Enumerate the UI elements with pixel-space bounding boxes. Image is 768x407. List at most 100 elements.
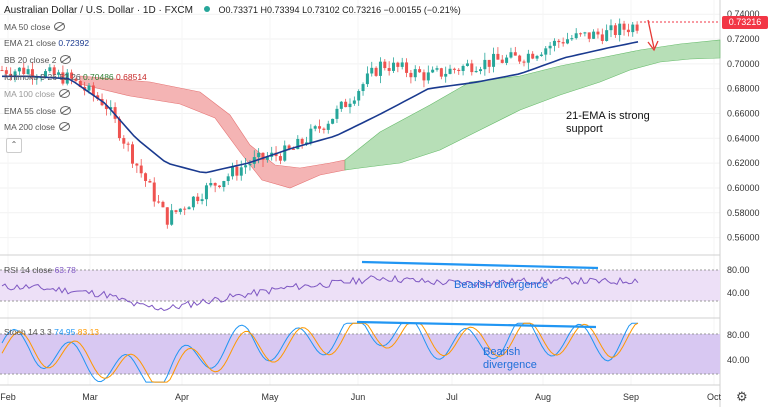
collapse-legend-button[interactable]: ⌃ — [6, 138, 22, 153]
candle-body — [361, 84, 365, 92]
candle-body — [583, 32, 587, 34]
candle-body — [622, 23, 626, 30]
candle-body — [344, 101, 348, 108]
hidden-eye-icon[interactable] — [54, 22, 66, 31]
candle-body — [305, 142, 308, 144]
legend-ema55[interactable]: EMA 55 close — [4, 106, 71, 116]
candle-body — [505, 57, 509, 63]
stoch-axis-label: 40.00 — [727, 355, 750, 365]
candle-body — [374, 67, 378, 76]
rsi-divergence-trendline — [361, 260, 599, 270]
candle-body — [365, 73, 369, 85]
legend-stoch[interactable]: Stoch 14 3 3 74.95 83.13 — [4, 327, 99, 337]
candle-body — [257, 152, 261, 158]
candle-body — [609, 25, 613, 31]
hidden-eye-icon[interactable] — [59, 89, 71, 98]
time-axis-label: Feb — [0, 392, 16, 402]
candle-body — [148, 180, 152, 183]
candle-body — [566, 39, 569, 44]
legend-bb[interactable]: BB 20 close 2 — [4, 55, 72, 65]
candle-body — [87, 85, 91, 91]
candle-body — [57, 72, 61, 75]
candle-body — [383, 61, 387, 69]
legend-rsi[interactable]: RSI 14 close 63.78 — [4, 265, 76, 275]
legend-ma100[interactable]: MA 100 close — [4, 89, 71, 99]
symbol-title[interactable]: Australian Dollar / U.S. Dollar · 1D · F… — [4, 5, 461, 16]
candle-body — [613, 25, 617, 36]
candle-body — [596, 31, 600, 35]
candle-body — [400, 62, 404, 67]
candle-body — [157, 201, 161, 203]
candle-body — [248, 163, 252, 166]
hidden-eye-icon[interactable] — [60, 55, 72, 64]
candle-body — [300, 138, 304, 144]
status-dot-icon — [203, 6, 210, 12]
candle-body — [204, 185, 208, 200]
candle-body — [474, 71, 478, 73]
candle-body — [535, 55, 539, 59]
candle-body — [309, 128, 313, 143]
rsi-divergence-note: Bearish divergence — [454, 279, 549, 291]
candle-body — [4, 70, 8, 74]
candle-body — [96, 95, 100, 100]
candle-body — [426, 72, 430, 81]
candle-body — [91, 85, 95, 96]
settings-gear-icon[interactable]: ⚙ — [736, 389, 748, 404]
candle-body — [422, 72, 426, 81]
candle-body — [574, 33, 578, 39]
legend-ema21[interactable]: EMA 21 close 0.72392 — [4, 38, 89, 48]
candle-body — [122, 138, 126, 144]
rsi-axis-label: 80.00 — [727, 265, 750, 275]
legend-rsi-value: 63.78 — [54, 265, 76, 275]
candle-body — [513, 52, 517, 56]
hidden-eye-icon[interactable] — [59, 122, 71, 131]
price-axis-label: 0.64000 — [727, 133, 760, 143]
ema21-line — [2, 41, 639, 174]
legend-ma200-label: MA 200 close — [4, 122, 56, 132]
price-axis-label: 0.74000 — [727, 9, 760, 19]
candle-body — [35, 77, 39, 79]
price-axis-label: 0.70000 — [727, 59, 760, 69]
legend-ichimoku[interactable]: Ichimoku 9 26 52 26 0.70486 0.68514 — [4, 72, 147, 82]
candle-body — [335, 108, 339, 119]
candle-body — [413, 69, 417, 78]
candle-body — [296, 138, 300, 150]
stoch-d-line — [1, 322, 639, 383]
candle-body — [526, 53, 530, 63]
candle-body — [587, 32, 591, 39]
stoch-divergence-trendline — [356, 320, 597, 329]
stoch-divergence-note: Bearish divergence — [483, 346, 537, 372]
candle-body — [387, 68, 391, 71]
candle-body — [283, 145, 287, 161]
candle-body — [104, 105, 108, 110]
candle-body — [9, 73, 13, 77]
candle-body — [226, 176, 230, 182]
legend-ma200[interactable]: MA 200 close — [4, 122, 71, 132]
stoch-note-line1: Bearish — [483, 346, 521, 358]
time-axis-label: Aug — [535, 392, 551, 402]
candle-body — [48, 67, 52, 72]
candle-body — [174, 210, 178, 212]
candle-body — [370, 67, 374, 74]
candle-body — [539, 54, 543, 56]
candle-body — [187, 207, 191, 210]
candle-body — [331, 118, 335, 124]
candle-body — [218, 185, 221, 188]
candle-body — [457, 69, 461, 71]
candle-body — [605, 30, 609, 41]
price-axis-label: 0.60000 — [727, 183, 760, 193]
legend-ma50[interactable]: MA 50 close — [4, 22, 66, 32]
down-arrow-icon — [647, 19, 659, 52]
candle-body — [152, 182, 156, 202]
time-axis-label: Mar — [82, 392, 98, 402]
legend-ma50-label: MA 50 close — [4, 22, 51, 32]
candle-body — [452, 68, 456, 70]
hidden-eye-icon[interactable] — [59, 106, 71, 115]
ohlc-values: O0.73371 H0.73394 L0.73102 C0.73216 −0.0… — [218, 5, 461, 15]
candle-body — [409, 72, 413, 78]
candle-body — [405, 62, 409, 73]
candle-body — [39, 77, 43, 79]
candle-body — [348, 103, 352, 108]
time-axis-label: Jun — [351, 392, 366, 402]
